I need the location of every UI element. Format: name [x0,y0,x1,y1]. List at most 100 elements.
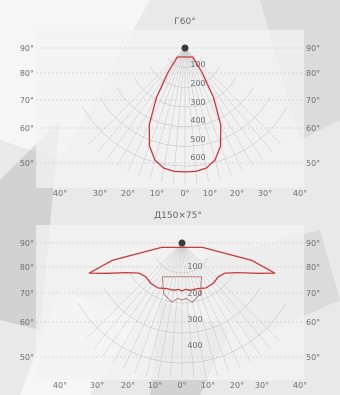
grid-ray [134,242,183,373]
grid-ray [157,242,183,379]
grid-ray [169,242,183,379]
bottom-axis-label: 20° [230,381,244,390]
left-axis-label: 90° [20,239,34,248]
grid-ray [184,47,198,184]
bottom-axis-label: 10° [150,189,164,198]
radial-value-label: 200 [190,79,205,88]
left-axis-label: 50° [20,159,34,168]
bottom-axis-label: 10° [203,189,217,198]
grid-ray [184,47,232,176]
radial-value-label: 600 [190,153,205,162]
grid-ray [181,242,195,379]
bottom-axis-label: 10° [201,381,215,390]
right-axis-label: 90° [306,44,320,53]
grid-ray [172,47,186,184]
right-axis-label: 70° [306,96,320,105]
grid-ray [161,47,186,182]
top-chart-title: Г60° [174,17,195,27]
left-axis-label: 50° [20,353,34,362]
bottom-axis-label: 40° [53,189,67,198]
grid-arc [116,87,254,127]
grid-ray [184,47,243,172]
left-axis-label: 70° [20,96,34,105]
left-axis-label: 80° [20,69,34,78]
radial-value-label: 500 [190,135,205,144]
grid-arc [77,302,287,364]
radial-value-label: 300 [187,315,202,324]
grid-arc [155,257,209,274]
bottom-axis-label: 0° [180,189,189,198]
bottom-diagram-grid: 90° 80° 70° 60° 50° 90° 80° 70° 60° 50° 40° 30° 20° 1… [20,239,320,390]
bottom-axis-label: 30° [255,381,269,390]
grid-ray [184,47,221,180]
bottom-chart-title: Д150×75° [154,211,202,221]
left-axis-label: 60° [20,124,34,133]
top-diagram-grid: 90° 80° 70° 60° 50° 90° 80° 70° 60° 50° 40° 30° 20° 1… [20,44,320,198]
right-axis-label: 50° [306,353,320,362]
bottom-chart-panel [36,225,304,380]
bottom-axis-label: 40° [53,381,67,390]
grid-arc [103,287,261,334]
right-axis-label: 80° [306,263,320,272]
grid-ray [116,47,186,166]
right-axis-label: 90° [306,239,320,248]
grid-arc [82,106,288,167]
grid-arc [129,272,235,304]
intensity-curve [88,246,276,292]
grid-ray [181,242,252,363]
light-source-marker [178,239,186,247]
radial-value-label: 100 [190,60,205,69]
grid-ray [184,47,209,182]
grid-arc [167,57,203,68]
grid-ray [88,47,186,145]
left-axis-label: 60° [20,318,34,327]
radial-value-label: 300 [190,98,205,107]
left-axis-label: 80° [20,263,34,272]
right-axis-label: 60° [306,318,320,327]
left-axis-label: 70° [20,289,34,298]
bottom-axis-label: 40° [293,189,307,198]
right-axis-label: 70° [306,289,320,298]
radial-value-label: 100 [187,262,202,271]
bottom-axis-label: 30° [93,189,107,198]
right-axis-label: 60° [306,124,320,133]
grid-ray [97,47,186,153]
grid-ray [127,47,186,172]
grid-ray [112,242,183,363]
bottom-axis-label: 20° [230,189,244,198]
bottom-axis-label: 10° [148,381,162,390]
grid-ray [146,242,183,377]
grid-ray [184,47,273,153]
grid-arc [99,97,271,147]
right-axis-label: 80° [306,69,320,78]
intensity-curve [148,56,222,173]
grid-ray [123,242,183,369]
grid-ray [184,47,254,166]
bottom-axis-label: 30° [258,189,272,198]
grid-ray [149,47,186,180]
radial-value-label: 400 [187,341,202,350]
right-axis-label: 50° [306,159,320,168]
light-source-marker [181,44,189,52]
grid-ray [181,242,280,341]
grid-arc [150,67,220,88]
grid-arc [133,77,237,108]
top-chart-panel [36,30,304,188]
grid-ray [181,242,207,379]
grid-ray [102,242,183,357]
radial-value-label: 400 [190,116,205,125]
grid-ray [184,47,282,145]
grid-ray [84,242,183,341]
bottom-axis-label: 0° [177,381,186,390]
radial-value-label: 200 [187,289,202,298]
bottom-axis-label: 20° [121,381,135,390]
grid-ray [181,242,230,373]
grid-ray [138,47,186,176]
grid-ray [181,242,241,369]
grid-ray [93,242,183,349]
grid-ray [181,242,271,349]
bottom-axis-label: 20° [121,189,135,198]
grid-ray [181,242,218,377]
grid-ray [181,242,262,357]
